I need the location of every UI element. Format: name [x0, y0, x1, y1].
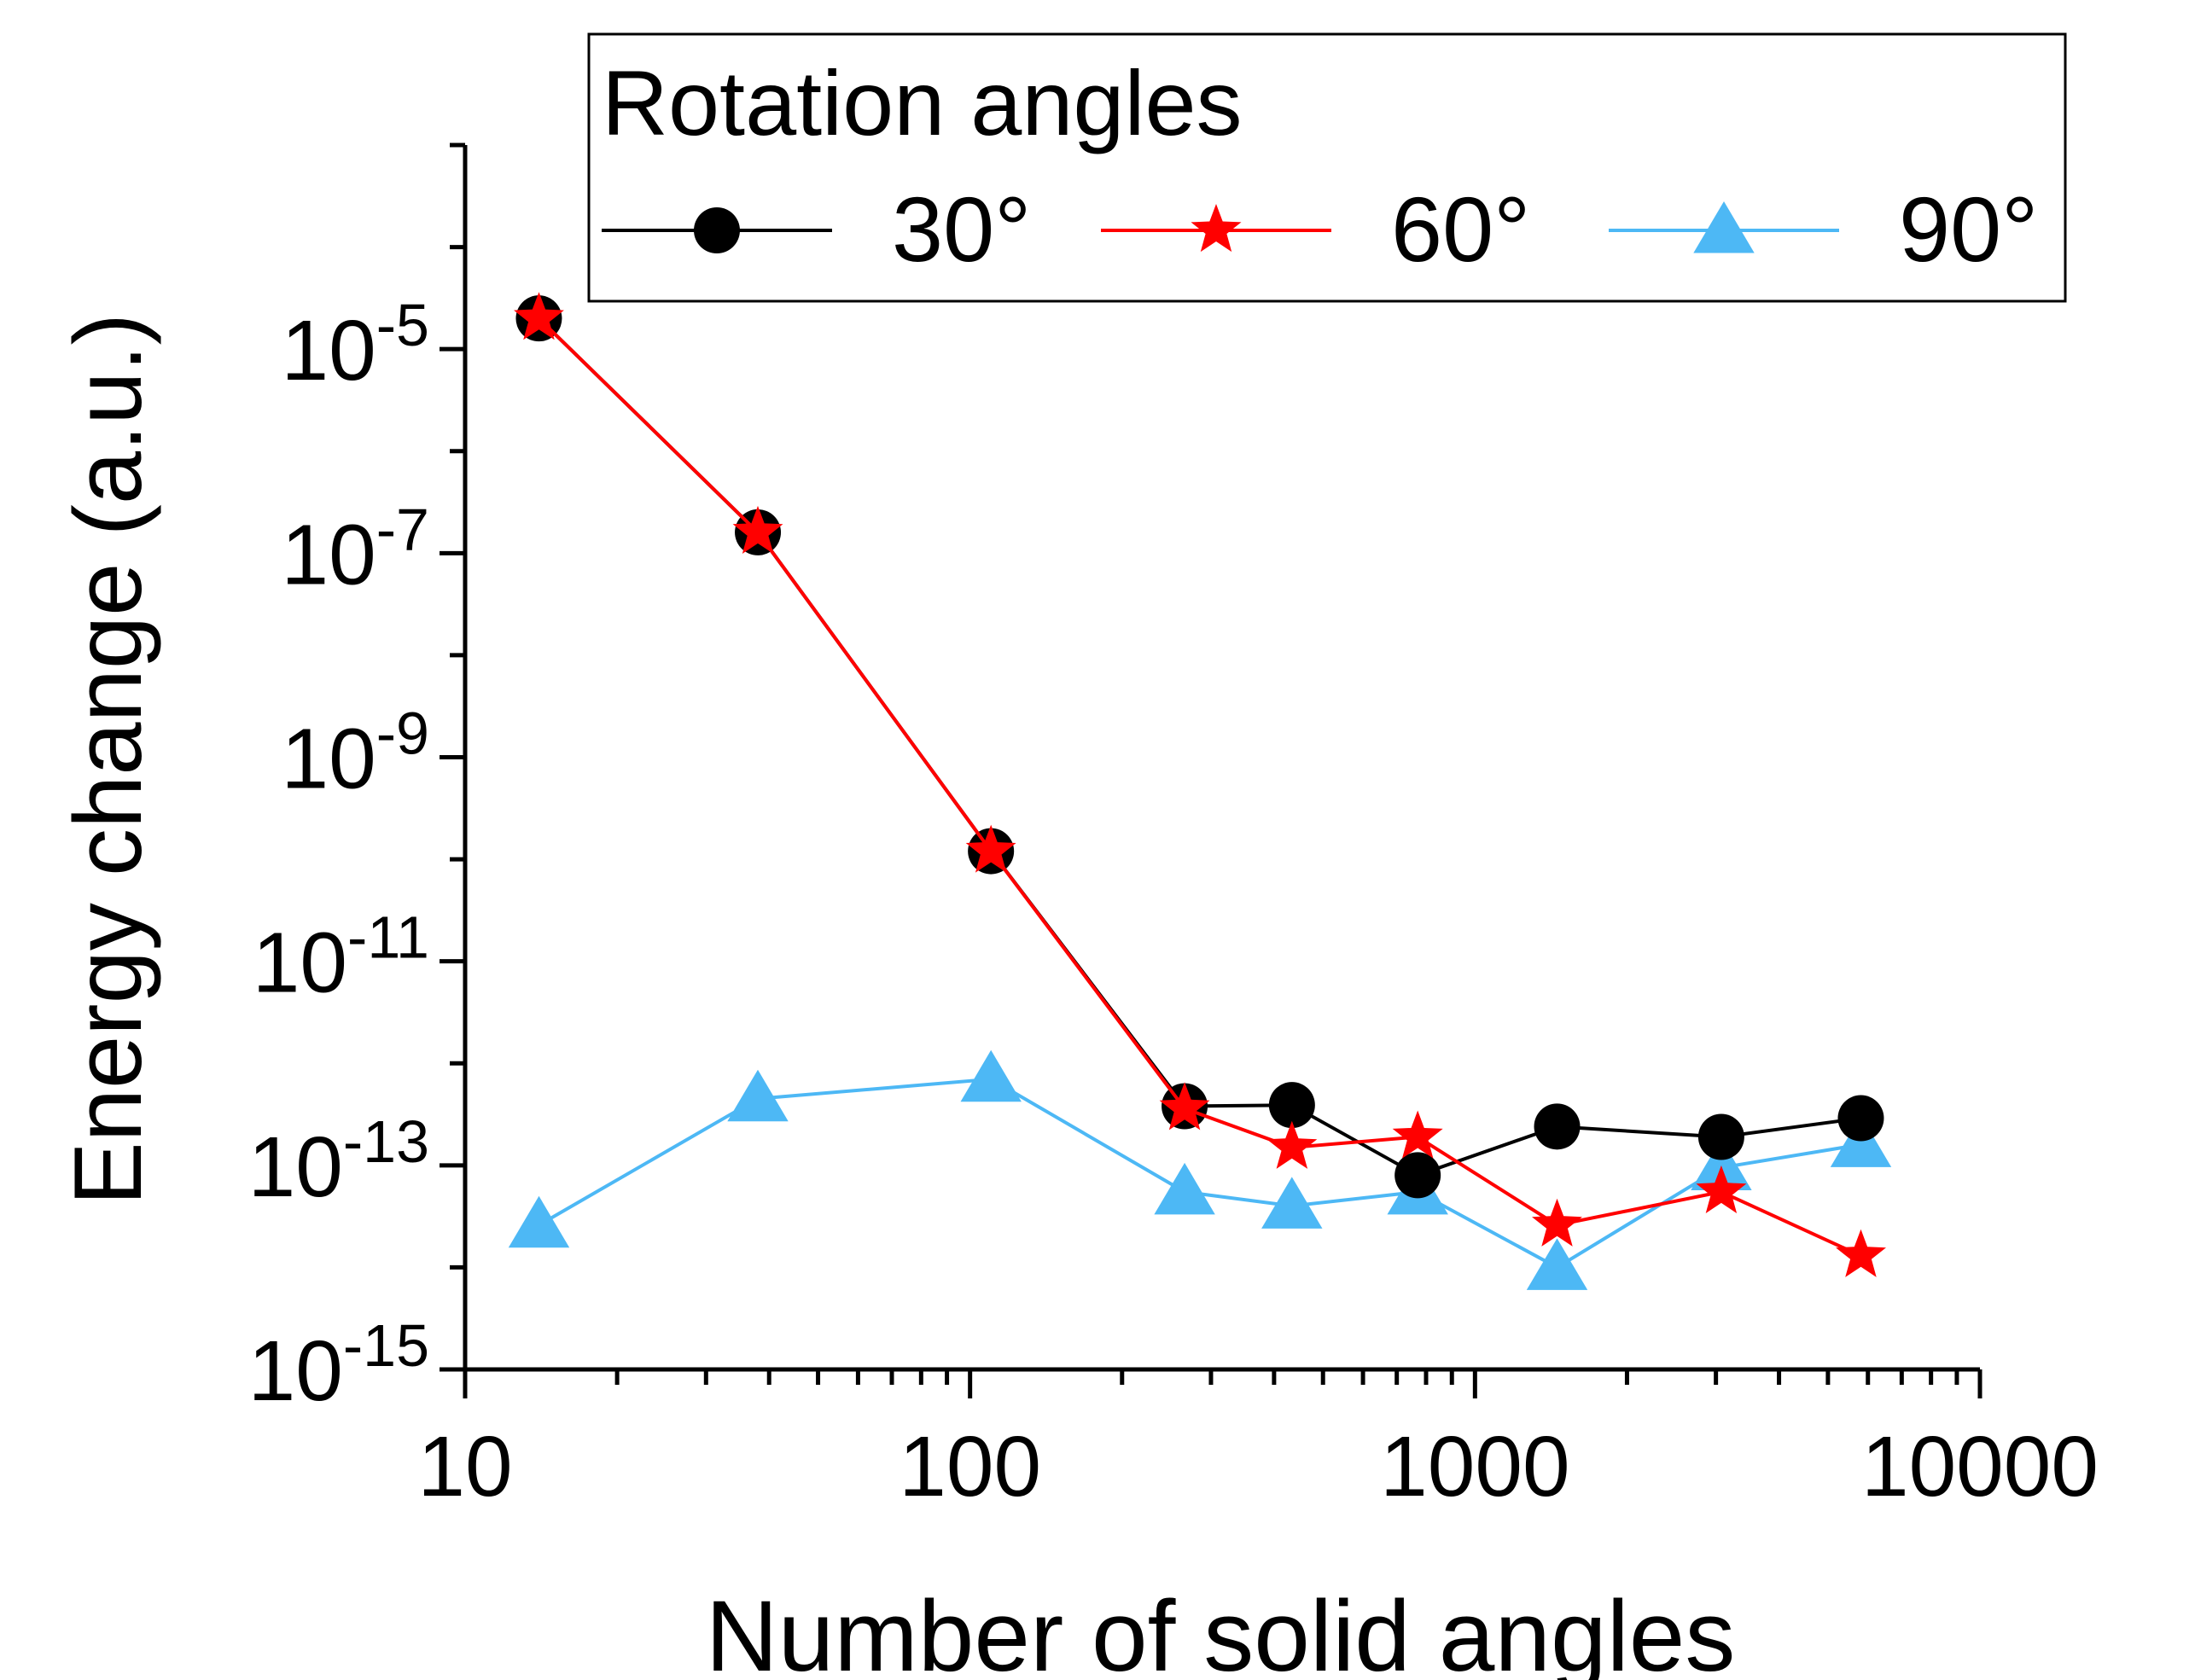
data-point: [508, 1195, 570, 1248]
legend: Rotation angles 30° 60° 90°: [587, 32, 2067, 303]
series-90deg: [508, 1049, 1892, 1290]
series-layer: [508, 292, 1892, 1290]
legend-entry: 60°: [1101, 177, 1530, 281]
data-point: [1268, 1082, 1315, 1129]
data-point: [514, 292, 564, 340]
data-point: [1392, 1110, 1443, 1159]
x-tick-label: 100: [899, 1419, 1041, 1514]
data-point: [1697, 1113, 1744, 1160]
data-point: [1266, 1120, 1318, 1169]
legend-swatch-marker: [1693, 201, 1755, 253]
data-point: [1830, 1115, 1892, 1167]
y-axis-title: Energy change (a.u.): [55, 313, 161, 1206]
legend-label: 90°: [1899, 177, 2038, 281]
data-point: [1837, 1095, 1884, 1142]
data-point: [732, 505, 783, 554]
x-axis: 10 100 1000 10000: [417, 1367, 2099, 1514]
series-30deg: [515, 295, 1884, 1199]
data-point: [1159, 1082, 1210, 1131]
y-tick-label: 10-9: [282, 700, 429, 807]
data-point: [1532, 1198, 1582, 1247]
legend-title: Rotation angles: [602, 51, 1243, 154]
data-point: [1836, 1229, 1886, 1277]
data-point: [1534, 1103, 1581, 1150]
y-tick-label: 10-13: [248, 1108, 429, 1215]
x-tick-label: 1000: [1380, 1419, 1569, 1514]
legend-entries: 30° 60° 90°: [602, 177, 2038, 281]
series-line: [538, 317, 1861, 1177]
legend-label: 30°: [892, 177, 1031, 281]
data-point: [1261, 1177, 1323, 1229]
data-point: [1394, 1152, 1441, 1199]
y-axis: 10-15 10-13 10-11 10-9 10-7 10-5: [248, 142, 468, 1419]
data-point: [960, 1049, 1022, 1102]
y-tick-label: 10-11: [253, 904, 429, 1011]
data-point: [1154, 1162, 1215, 1215]
y-tick-label: 10-5: [282, 292, 429, 398]
data-point: [1526, 1238, 1588, 1290]
legend-entry: 90°: [1609, 177, 2038, 281]
x-axis-title: Number of solid angles: [706, 1580, 1736, 1680]
data-point: [965, 824, 1016, 873]
data-point: [1691, 1138, 1752, 1190]
y-tick-label: 10-7: [282, 496, 429, 602]
series-60deg: [514, 292, 1886, 1277]
legend-label: 60°: [1391, 177, 1530, 281]
legend-entry: 30°: [602, 177, 1031, 281]
data-point: [727, 1069, 789, 1122]
legend-swatch-marker: [694, 207, 740, 253]
legend-box: [587, 32, 2067, 303]
data-point: [1696, 1165, 1747, 1213]
x-tick-label: 10000: [1861, 1419, 2099, 1514]
legend-swatch-marker: [1191, 204, 1242, 253]
x-tick-label: 10: [417, 1419, 512, 1514]
y-tick-label: 10-15: [248, 1312, 429, 1419]
